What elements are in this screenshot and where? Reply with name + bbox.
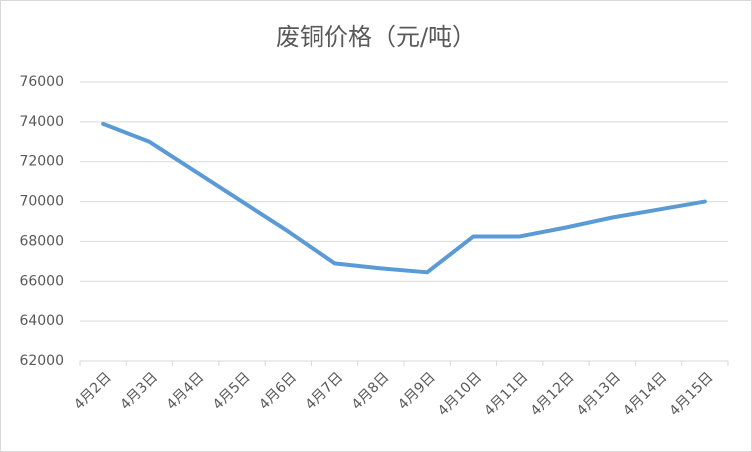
chart-title: 废铜价格（元/吨） <box>276 23 476 51</box>
y-tick-label: 64000 <box>19 313 64 329</box>
y-tick-label: 74000 <box>19 114 64 130</box>
line-series <box>101 121 707 275</box>
y-tick-label: 72000 <box>19 154 64 170</box>
y-tick-label: 62000 <box>19 353 64 369</box>
y-tick-label: 70000 <box>19 194 64 210</box>
y-tick-label: 66000 <box>19 273 64 289</box>
y-tick-label: 68000 <box>19 233 64 249</box>
y-tick-label: 76000 <box>19 74 64 90</box>
